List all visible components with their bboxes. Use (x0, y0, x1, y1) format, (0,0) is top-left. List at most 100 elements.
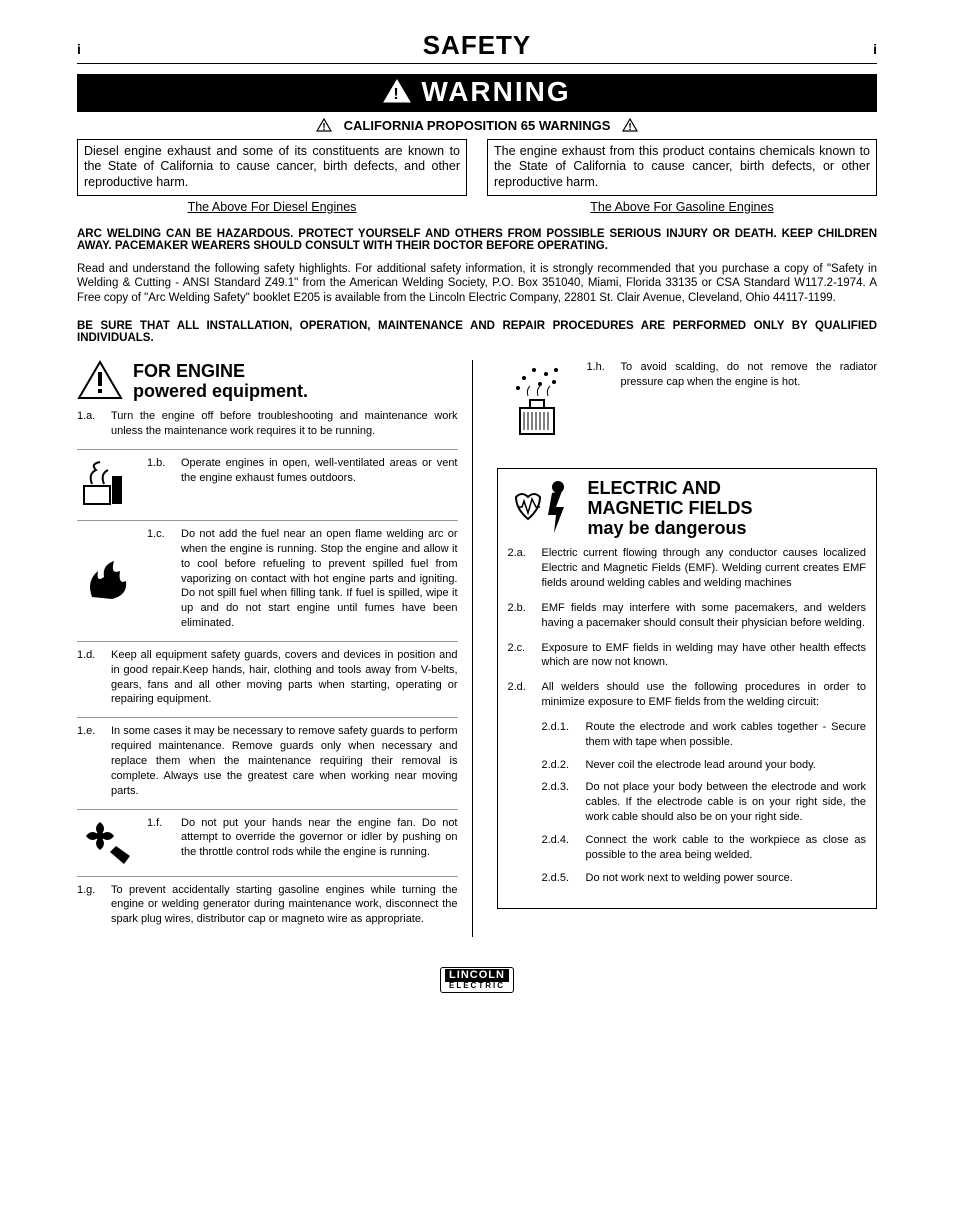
warning-triangle-icon: ! (383, 78, 411, 110)
intro-bold-2: BE SURE THAT ALL INSTALLATION, OPERATION… (77, 320, 877, 344)
divider (77, 717, 458, 718)
two-column-body: FOR ENGINE powered equipment. 1.a. Turn … (77, 360, 877, 937)
item-2d3-num: 2.d.3. (542, 780, 586, 825)
item-2d-text: All welders should use the following pro… (542, 680, 867, 710)
diesel-caption: The Above For Diesel Engines (77, 200, 467, 214)
engine-heading-line1: FOR ENGINE (133, 362, 308, 382)
svg-text:!: ! (322, 122, 325, 132)
item-1e: 1.e. In some cases it may be necessary t… (77, 724, 458, 798)
item-1g-num: 1.g. (77, 883, 111, 928)
item-1g-text: To prevent accidentally starting gasolin… (111, 883, 458, 928)
header-right-i: i (873, 41, 877, 57)
item-1h: 1.h. To avoid scalding, do not remove th… (497, 360, 878, 438)
item-2d-num: 2.d. (508, 680, 542, 710)
item-2d1-num: 2.d.1. (542, 720, 586, 750)
prop65-boxes: Diesel engine exhaust and some of its co… (77, 139, 877, 196)
item-2c: 2.c. Exposure to EMF fields in welding m… (508, 641, 867, 671)
svg-text:!: ! (628, 122, 631, 132)
item-2b-text: EMF fields may interfere with some pacem… (542, 601, 867, 631)
item-2d1: 2.d.1. Route the electrode and work cabl… (542, 720, 867, 750)
lincoln-electric-logo: LINCOLN ELECTRIC (440, 967, 514, 993)
exhaust-fumes-icon (77, 456, 137, 510)
right-column: 1.h. To avoid scalding, do not remove th… (493, 360, 878, 937)
item-2d3: 2.d.3. Do not place your body between th… (542, 780, 867, 825)
item-1c-text: Do not add the fuel near an open flame w… (181, 527, 458, 631)
divider (77, 449, 458, 450)
page-title: SAFETY (423, 30, 532, 61)
item-2a-text: Electric current flowing through any con… (542, 546, 867, 591)
item-2a: 2.a. Electric current flowing through an… (508, 546, 867, 591)
item-2d3-text: Do not place your body between the elect… (586, 780, 867, 825)
item-1a: 1.a. Turn the engine off before troubles… (77, 409, 458, 439)
item-1f-num: 1.f. (147, 816, 181, 866)
emf-heading-row: ELECTRIC AND MAGNETIC FIELDS may be dang… (508, 477, 867, 540)
intro-bold-1: ARC WELDING CAN BE HAZARDOUS. PROTECT YO… (77, 228, 877, 252)
item-2b-num: 2.b. (508, 601, 542, 631)
divider (77, 809, 458, 810)
item-2c-text: Exposure to EMF fields in welding may ha… (542, 641, 867, 671)
item-1b-text: Operate engines in open, well-ventilated… (181, 456, 458, 510)
gasoline-warning-box: The engine exhaust from this product con… (487, 139, 877, 196)
item-2d4: 2.d.4. Connect the work cable to the wor… (542, 833, 867, 863)
item-1b-num: 1.b. (147, 456, 181, 510)
diesel-warning-box: Diesel engine exhaust and some of its co… (77, 139, 467, 196)
item-1f-text: Do not put your hands near the engine fa… (181, 816, 458, 866)
divider (77, 641, 458, 642)
item-1d-num: 1.d. (77, 648, 111, 707)
prop65-heading: CALIFORNIA PROPOSITION 65 WARNINGS (344, 118, 611, 133)
warning-triangle-small-left-icon: ! (316, 118, 332, 135)
prop65-captions: The Above For Diesel Engines The Above F… (77, 200, 877, 214)
intro-paragraph: Read and understand the following safety… (77, 262, 877, 307)
item-1f: 1.f. Do not put your hands near the engi… (77, 816, 458, 866)
engine-heading: FOR ENGINE powered equipment. (133, 362, 308, 402)
item-2c-num: 2.c. (508, 641, 542, 671)
item-2d5: 2.d.5. Do not work next to welding power… (542, 871, 867, 886)
warning-text: WARNING (421, 76, 570, 107)
fan-hand-icon (77, 816, 137, 866)
item-1h-num: 1.h. (587, 360, 621, 438)
item-1a-text: Turn the engine off before troubleshooti… (111, 409, 458, 439)
item-1h-text: To avoid scalding, do not remove the rad… (621, 360, 878, 438)
footer-logo: LINCOLN ELECTRIC (77, 967, 877, 993)
emf-heading-line2: MAGNETIC FIELDS (588, 499, 753, 519)
warning-triangle-small-right-icon: ! (622, 118, 638, 135)
warning-bar: ! WARNING (77, 74, 877, 112)
left-column: FOR ENGINE powered equipment. 1.a. Turn … (77, 360, 473, 937)
engine-heading-line2: powered equipment. (133, 382, 308, 402)
engine-caution-icon (77, 360, 123, 403)
divider (77, 520, 458, 521)
item-2d2-text: Never coil the electrode lead around you… (586, 758, 867, 773)
page: i SAFETY i ! WARNING ! CALIFORNIA PROPOS… (17, 0, 937, 1023)
engine-heading-row: FOR ENGINE powered equipment. (77, 360, 458, 403)
item-2d5-num: 2.d.5. (542, 871, 586, 886)
item-1c: 1.c. Do not add the fuel near an open fl… (77, 527, 458, 631)
item-1a-num: 1.a. (77, 409, 111, 439)
item-2d4-num: 2.d.4. (542, 833, 586, 863)
radiator-hot-icon (497, 360, 577, 438)
item-1g: 1.g. To prevent accidentally starting ga… (77, 883, 458, 928)
item-1e-num: 1.e. (77, 724, 111, 798)
item-1c-num: 1.c. (147, 527, 181, 631)
emf-heading-line1: ELECTRIC AND (588, 479, 753, 499)
gasoline-caption: The Above For Gasoline Engines (487, 200, 877, 214)
header-left-i: i (77, 41, 81, 57)
emf-pacemaker-icon (508, 477, 578, 540)
emf-heading: ELECTRIC AND MAGNETIC FIELDS may be dang… (588, 479, 753, 538)
item-2b: 2.b. EMF fields may interfere with some … (508, 601, 867, 631)
emf-heading-line3: may be dangerous (588, 519, 753, 539)
item-1d-text: Keep all equipment safety guards, covers… (111, 648, 458, 707)
logo-bot: ELECTRIC (445, 982, 509, 990)
item-2d: 2.d. All welders should use the followin… (508, 680, 867, 710)
emf-section: ELECTRIC AND MAGNETIC FIELDS may be dang… (497, 468, 878, 908)
item-1e-text: In some cases it may be necessary to rem… (111, 724, 458, 798)
item-2d4-text: Connect the work cable to the workpiece … (586, 833, 867, 863)
item-2a-num: 2.a. (508, 546, 542, 591)
item-2d2: 2.d.2. Never coil the electrode lead aro… (542, 758, 867, 773)
item-2d5-text: Do not work next to welding power source… (586, 871, 867, 886)
flame-icon (77, 527, 137, 631)
prop65-heading-row: ! CALIFORNIA PROPOSITION 65 WARNINGS ! (77, 118, 877, 135)
divider (77, 876, 458, 877)
svg-text:!: ! (394, 86, 401, 103)
item-2d1-text: Route the electrode and work cables toge… (586, 720, 867, 750)
item-1b: 1.b. Operate engines in open, well-venti… (77, 456, 458, 510)
